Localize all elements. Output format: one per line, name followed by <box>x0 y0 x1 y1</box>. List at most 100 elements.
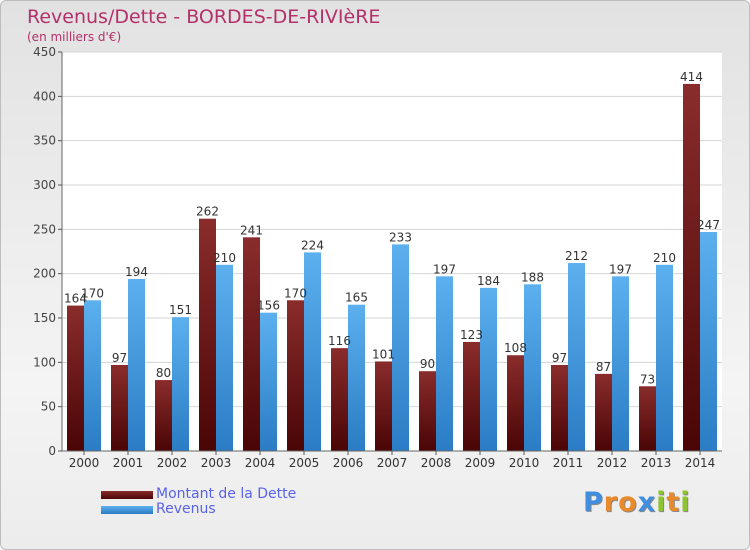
x-tick-label: 2006 <box>333 456 364 470</box>
chart-subtitle: (en milliers d'€) <box>27 30 122 44</box>
data-label: 108 <box>504 341 527 355</box>
y-tick-label: 0 <box>48 444 56 458</box>
bar-revenus <box>172 317 189 451</box>
legend-swatch-debt <box>101 491 153 499</box>
data-label: 197 <box>609 262 632 276</box>
data-label: 188 <box>521 270 544 284</box>
x-tick-label: 2013 <box>641 456 672 470</box>
y-tick-label: 250 <box>33 222 56 236</box>
logo-letter: i <box>656 487 667 518</box>
data-label: 101 <box>372 347 395 361</box>
y-tick-label: 150 <box>33 311 56 325</box>
data-label: 262 <box>196 205 219 219</box>
bar-dette <box>375 361 392 451</box>
legend-swatch-revenus <box>101 506 153 514</box>
bar-revenus <box>612 276 629 451</box>
data-label: 80 <box>156 366 171 380</box>
data-label: 165 <box>345 291 368 305</box>
x-tick-label: 2003 <box>201 456 232 470</box>
x-tick-label: 2000 <box>69 456 100 470</box>
data-label: 73 <box>640 372 655 386</box>
bar-dette <box>243 237 260 451</box>
x-tick-label: 2011 <box>553 456 584 470</box>
x-tick-label: 2001 <box>113 456 144 470</box>
y-tick-label: 200 <box>33 267 56 281</box>
data-label: 151 <box>169 303 192 317</box>
data-label: 241 <box>240 223 263 237</box>
data-label: 247 <box>697 218 720 232</box>
x-tick-label: 2002 <box>157 456 188 470</box>
data-label: 197 <box>433 262 456 276</box>
data-label: 210 <box>653 251 676 265</box>
data-label: 184 <box>477 274 500 288</box>
data-label: 224 <box>301 238 324 252</box>
bar-dette <box>287 300 304 451</box>
logo-letter: r <box>603 487 619 518</box>
data-label: 97 <box>112 351 127 365</box>
bar-dette <box>419 371 436 451</box>
bar-dette <box>111 364 128 451</box>
x-tick-label: 2004 <box>245 456 276 470</box>
y-tick-label: 350 <box>33 134 56 148</box>
data-label: 87 <box>596 360 611 374</box>
bar-revenus <box>392 244 409 451</box>
data-label: 414 <box>680 70 703 84</box>
data-label: 97 <box>552 351 567 365</box>
x-tick-label: 2008 <box>421 456 452 470</box>
data-label: 90 <box>420 357 435 371</box>
data-label: 164 <box>64 292 87 306</box>
data-label: 233 <box>389 230 412 244</box>
bar-dette <box>595 373 612 451</box>
bar-revenus <box>656 264 673 451</box>
logo-letter: x <box>637 487 657 518</box>
x-tick-label: 2005 <box>289 456 320 470</box>
data-label: 170 <box>284 286 307 300</box>
bar-revenus <box>480 287 497 451</box>
bar-revenus <box>216 264 233 451</box>
bar-revenus <box>304 252 321 451</box>
logo-letter: o <box>618 487 638 518</box>
logo-letter: t <box>666 487 681 518</box>
x-tick-label: 2009 <box>465 456 496 470</box>
legend-label-revenus: Revenus <box>156 501 216 517</box>
data-label: 123 <box>460 328 483 342</box>
bar-dette <box>683 83 700 452</box>
bar-dette <box>463 341 480 451</box>
data-label: 194 <box>125 265 148 279</box>
data-label: 116 <box>328 334 351 348</box>
proxiti-logo: Proxiti <box>583 487 691 518</box>
logo-letter: i <box>680 487 691 518</box>
bar-revenus <box>436 276 453 451</box>
x-tick-label: 2010 <box>509 456 540 470</box>
data-label: 212 <box>565 249 588 263</box>
y-tick-label: 400 <box>33 89 56 103</box>
bar-revenus <box>84 300 101 451</box>
bar-revenus <box>524 284 541 451</box>
bar-revenus <box>700 231 717 451</box>
data-label: 156 <box>257 299 280 313</box>
data-label: 170 <box>81 286 104 300</box>
y-tick-label: 450 <box>33 45 56 59</box>
bar-revenus <box>568 263 585 451</box>
bar-dette <box>639 386 656 451</box>
x-tick-label: 2012 <box>597 456 628 470</box>
y-tick-label: 50 <box>41 400 56 414</box>
bar-dette <box>507 355 524 451</box>
bar-dette <box>199 218 216 451</box>
bar-dette <box>67 305 84 451</box>
chart-title: Revenus/Dette - BORDES-DE-RIVIèRE <box>27 6 381 28</box>
data-label: 210 <box>213 251 236 265</box>
bar-dette <box>155 380 172 451</box>
y-tick-label: 100 <box>33 355 56 369</box>
legend-label-debt: Montant de la Dette <box>156 486 297 502</box>
x-tick-label: 2014 <box>685 456 716 470</box>
x-tick-label: 2007 <box>377 456 408 470</box>
bar-dette <box>551 364 568 451</box>
bar-dette <box>331 348 348 451</box>
y-tick-label: 300 <box>33 178 56 192</box>
bar-revenus <box>260 312 277 451</box>
logo-letter: P <box>583 487 604 518</box>
bar-revenus <box>128 278 145 451</box>
